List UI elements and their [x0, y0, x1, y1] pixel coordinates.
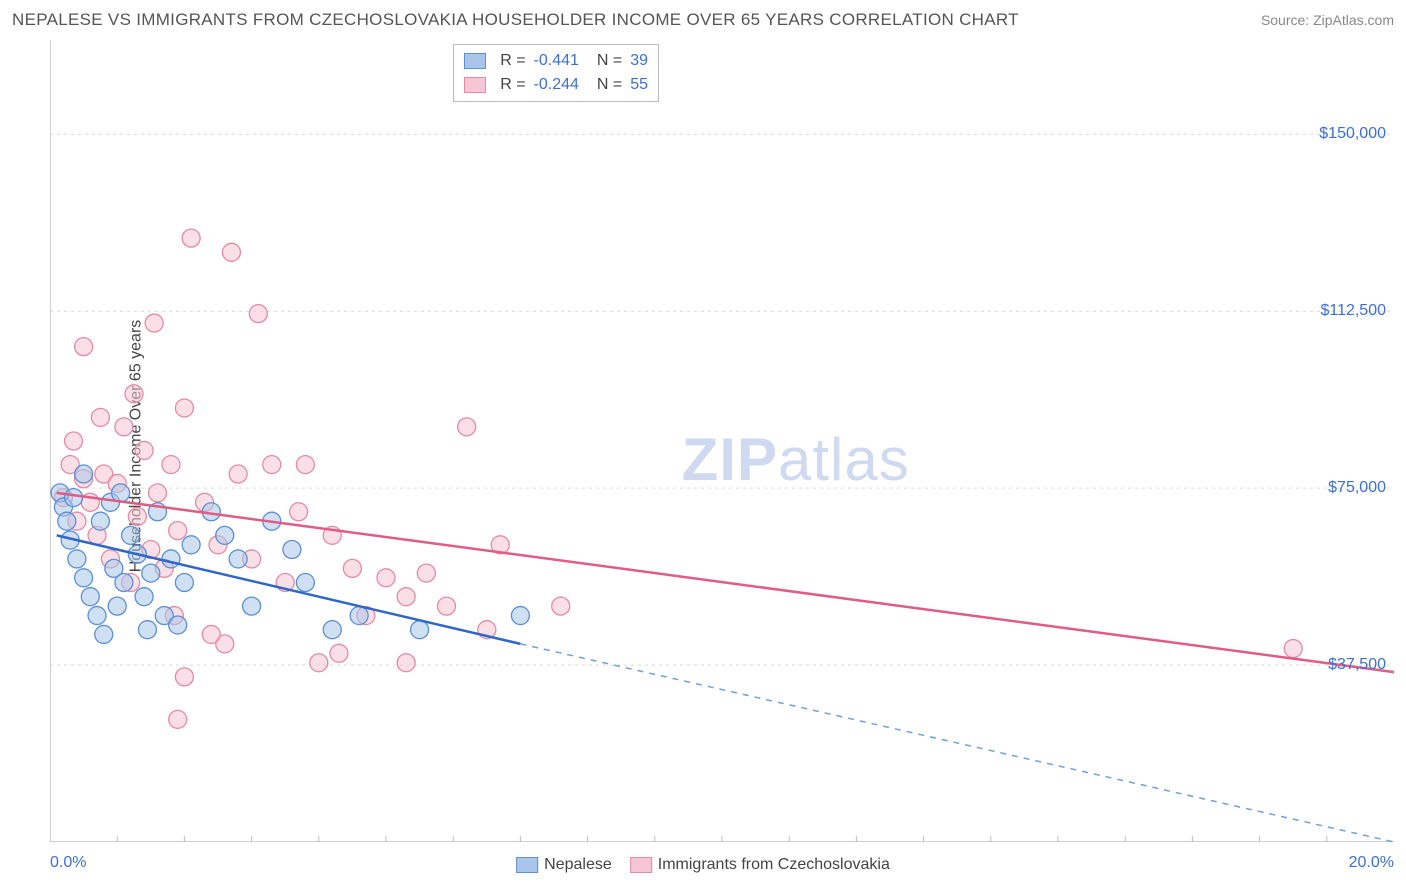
stats-legend-row: R = -0.244 N = 55 [464, 73, 648, 97]
legend-swatch [630, 857, 652, 873]
legend-label: Nepalese [544, 856, 612, 873]
stat-r-value: -0.441 [534, 49, 579, 73]
stat-n-value: 55 [630, 73, 648, 97]
x-min-label: 0.0% [50, 854, 86, 872]
stat-r-label: R = [500, 49, 525, 73]
stat-n-label: N = [597, 73, 622, 97]
legend-swatch [516, 857, 538, 873]
legend-label: Immigrants from Czechoslovakia [658, 856, 890, 873]
source-label: Source: ZipAtlas.com [1261, 12, 1394, 28]
y-tick-label: $37,500 [1328, 656, 1386, 674]
plot-area: ZIPatlas R =-0.441N =39R =-0.244N =55 $3… [50, 40, 1394, 842]
stat-n-value: 39 [630, 49, 648, 73]
y-tick-label: $150,000 [1319, 125, 1386, 143]
y-tick-label: $75,000 [1328, 479, 1386, 497]
stat-r-label: R = [500, 73, 525, 97]
bottom-legend: Nepalese Immigrants from Czechoslovakia [516, 856, 890, 874]
legend-item: Immigrants from Czechoslovakia [630, 856, 890, 874]
x-max-label: 20.0% [1349, 854, 1394, 872]
y-tick-label: $112,500 [1320, 302, 1386, 320]
stats-legend: R = -0.441 N = 39 R = -0.244 N = 55 [453, 44, 659, 102]
legend-swatch [464, 53, 486, 69]
stats-legend-row: R = -0.441 N = 39 [464, 49, 648, 73]
chart-title: NEPALESE VS IMMIGRANTS FROM CZECHOSLOVAK… [12, 10, 1019, 30]
legend-item: Nepalese [516, 856, 612, 874]
stat-r-value: -0.244 [534, 73, 579, 97]
scatter-svg [50, 40, 1394, 842]
legend-swatch [464, 77, 486, 93]
stat-n-label: N = [597, 49, 622, 73]
